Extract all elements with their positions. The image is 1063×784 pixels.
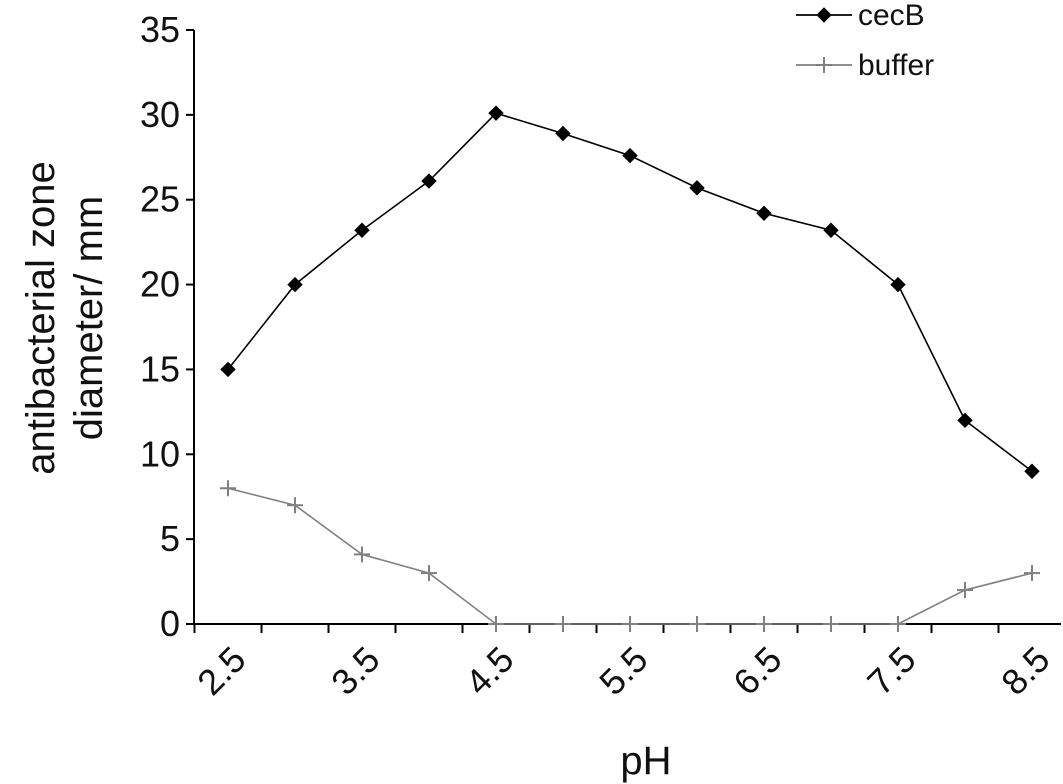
- data-point: [488, 105, 504, 121]
- y-tick-label: 0: [160, 603, 180, 644]
- legend: cecB buffer: [796, 0, 934, 82]
- data-point: [957, 582, 973, 599]
- data-point: [816, 57, 832, 73]
- data-point: [354, 546, 370, 563]
- x-tick-label: 4.5: [457, 639, 521, 703]
- data-point: [287, 276, 303, 293]
- y-tick-label: 20: [140, 264, 180, 305]
- x-axis-ticks: 2.5 3.5 4.5 5.5 6.5 7.5 8.5: [189, 624, 1058, 703]
- data-point: [287, 497, 303, 514]
- series-layer: [220, 105, 1040, 632]
- data-point: [756, 205, 772, 221]
- x-axis-title: pH: [620, 739, 671, 783]
- y-tick-label: 25: [140, 179, 180, 220]
- legend-label: cecB: [858, 0, 925, 32]
- y-axis-ticks: 0 5 10 15 20 25 30 35: [140, 9, 194, 644]
- data-point: [421, 173, 437, 189]
- data-point: [354, 222, 370, 238]
- data-point: [622, 147, 638, 164]
- legend-item-buffer: buffer: [796, 49, 934, 82]
- data-point: [689, 616, 705, 632]
- y-tick-label: 10: [140, 433, 180, 474]
- data-point: [823, 616, 839, 632]
- data-point: [220, 480, 236, 497]
- x-tick-label: 3.5: [323, 639, 387, 703]
- data-point: [421, 565, 437, 582]
- data-point: [756, 616, 772, 632]
- series-line: [227, 487, 1033, 625]
- data-point: [890, 276, 906, 293]
- y-tick-label: 35: [140, 9, 180, 50]
- legend-label: buffer: [858, 49, 934, 82]
- data-point: [488, 616, 504, 632]
- data-point: [689, 180, 705, 196]
- data-point: [622, 616, 638, 632]
- data-point: [1024, 565, 1040, 582]
- y-tick-label: 30: [140, 94, 180, 135]
- series-buffer: [220, 480, 1040, 632]
- data-point: [1024, 463, 1040, 479]
- data-point: [816, 7, 832, 23]
- data-point: [220, 361, 236, 378]
- y-axis-title-line: antibacterial zone: [19, 161, 63, 475]
- legend-item-cecB: cecB: [796, 0, 925, 32]
- x-tick-label: 7.5: [859, 639, 923, 703]
- data-point: [823, 222, 839, 238]
- series-line: [227, 112, 1033, 472]
- data-point: [555, 125, 571, 142]
- series-cecB: [220, 105, 1040, 479]
- data-point: [890, 616, 906, 632]
- x-tick-label: 5.5: [591, 639, 655, 703]
- y-axis-title-line: diameter/ mm: [67, 196, 111, 441]
- y-tick-label: 5: [160, 518, 180, 559]
- data-point: [957, 412, 973, 429]
- axes: [193, 30, 1061, 625]
- y-tick-label: 15: [140, 348, 180, 389]
- x-tick-label: 8.5: [993, 639, 1057, 703]
- x-tick-label: 6.5: [725, 639, 789, 703]
- x-tick-label: 2.5: [189, 639, 253, 703]
- data-point: [555, 616, 571, 632]
- y-axis-title: antibacterial zone diameter/ mm: [19, 161, 111, 475]
